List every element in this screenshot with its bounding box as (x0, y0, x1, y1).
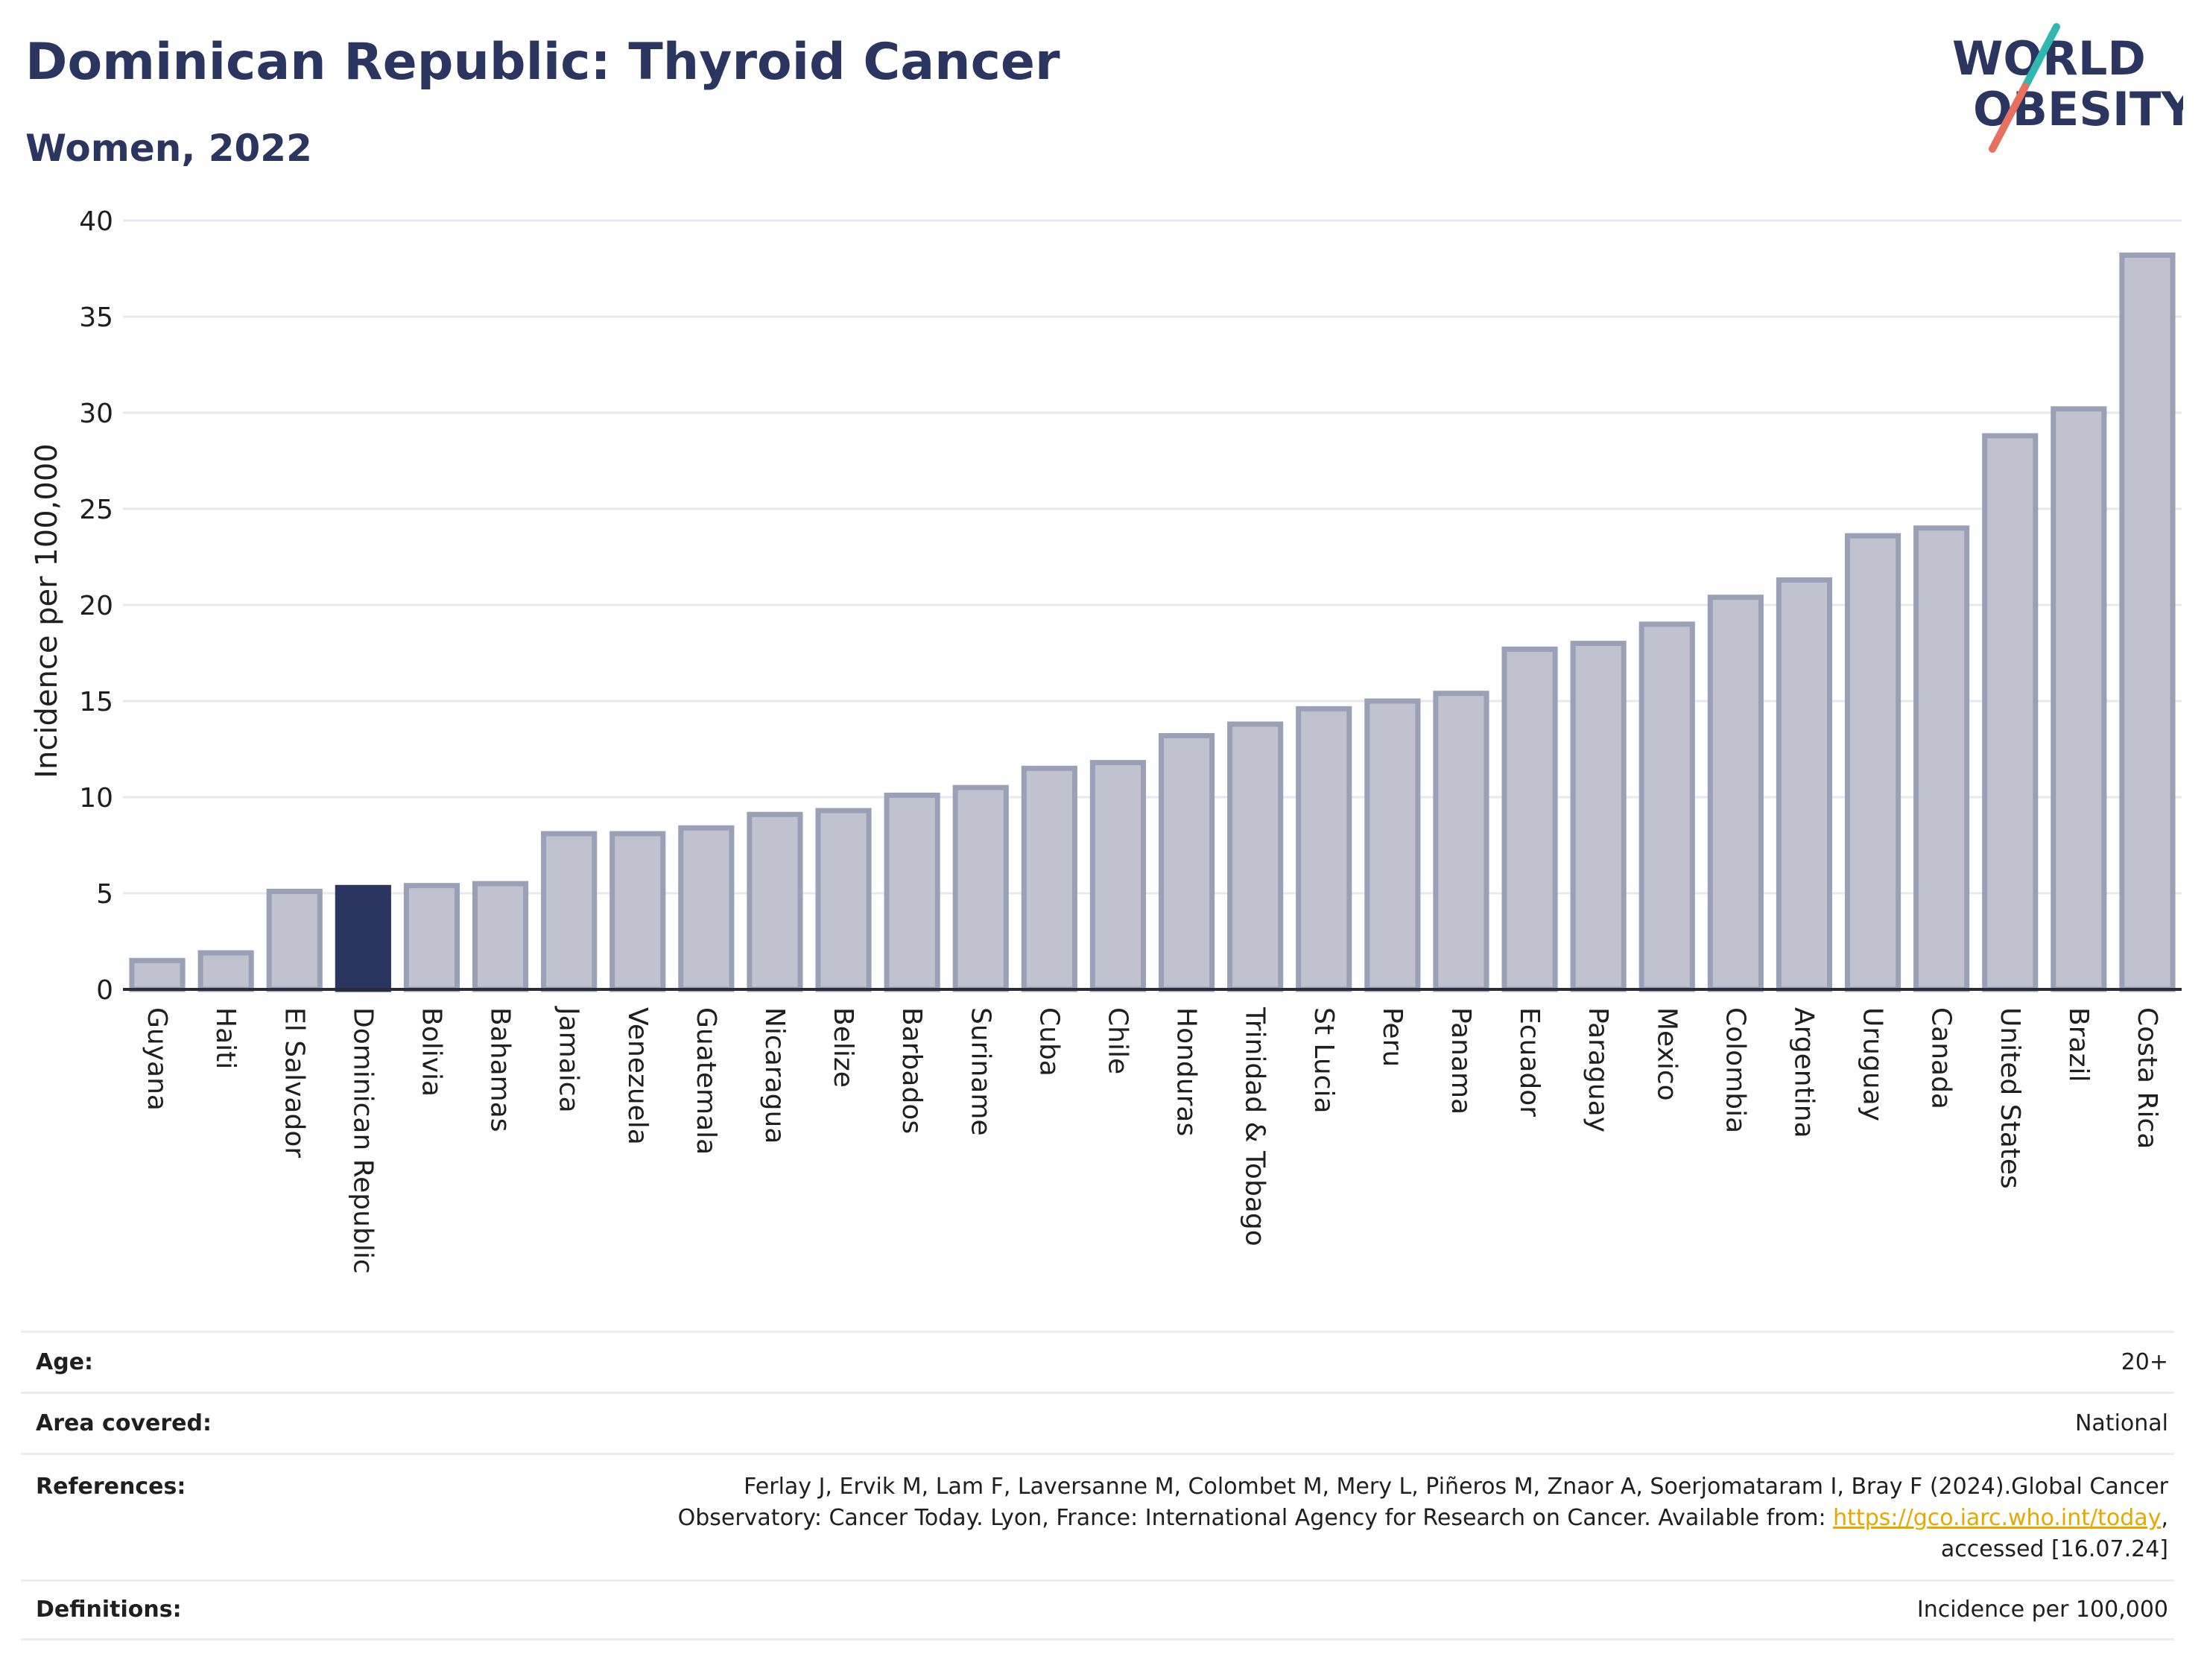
bar-suriname (952, 784, 1009, 992)
x-tick-label: Belize (828, 1007, 858, 1088)
logo-text-obesity: OBESITY (1973, 82, 2183, 136)
meta-area-label: Area covered: (36, 1410, 212, 1436)
meta-area-value: National (2074, 1410, 2168, 1436)
bar-chile (1089, 760, 1147, 992)
y-tick-label: 25 (79, 495, 113, 525)
x-tick-label: Venezuela (622, 1007, 653, 1145)
chart-title: Dominican Republic: Thyroid Cancer (25, 33, 1060, 92)
meta-age-value: 20+ (2121, 1348, 2168, 1375)
bar-trinidad-tobago (1227, 721, 1284, 992)
bar-dominican-republic (335, 884, 391, 992)
x-tick-label: Dominican Republic (347, 1007, 378, 1274)
x-tick-label: Peru (1377, 1007, 1407, 1067)
bar-uruguay (1844, 533, 1901, 992)
x-tick-label: Suriname (965, 1007, 995, 1136)
x-tick-label: Bolivia (416, 1007, 446, 1097)
grid-lines (123, 219, 2182, 895)
bars (129, 252, 2176, 992)
reference-line-2-prefix: Observatory: Cancer Today. Lyon, France:… (677, 1505, 1834, 1531)
y-tick-label: 0 (96, 975, 113, 1006)
x-tick-label: Bahamas (485, 1007, 516, 1132)
bar-brazil (2051, 406, 2107, 992)
y-axis-label: Incidence per 100,000 (30, 443, 64, 779)
bar-guatemala (678, 825, 735, 992)
x-tick-label: Nicaragua (759, 1007, 790, 1144)
bar-united-states (1982, 433, 2039, 992)
x-tick-label: United States (1995, 1007, 2025, 1189)
x-tick-label: Trinidad & Tobago (1240, 1007, 1270, 1246)
bar-paraguay (1570, 641, 1627, 992)
x-tick-label: Uruguay (1858, 1007, 1888, 1121)
y-tick-label: 20 (79, 591, 113, 621)
x-tick-label: Haiti (210, 1007, 241, 1069)
meta-age-label: Age: (36, 1348, 94, 1375)
reference-link[interactable]: https://gco.iarc.who.int/today (1833, 1505, 2162, 1531)
bar-peru (1364, 698, 1421, 992)
y-tick-label: 40 (79, 206, 113, 237)
bar-barbados (884, 792, 940, 992)
bar-argentina (1776, 577, 1833, 992)
bar-honduras (1158, 732, 1215, 992)
x-tick-label: Argentina (1788, 1007, 1819, 1138)
bar-canada (1913, 525, 1970, 992)
bar-belize (815, 808, 872, 992)
axes: 0 5 10 15 20 25 30 35 40 Guyana Haiti El Salvador Do… (79, 206, 2182, 1274)
x-tick-label: Jamaica (554, 1006, 584, 1113)
x-tick-label: Honduras (1171, 1007, 1202, 1136)
x-tick-label: Brazil (2063, 1007, 2094, 1082)
bar-bolivia (403, 883, 460, 992)
world-obesity-logo: WORLD OBESITY (1952, 23, 2183, 153)
bar-colombia (1707, 595, 1764, 992)
x-tick-label: Costa Rica (2132, 1007, 2162, 1149)
bar-chart: 0 5 10 15 20 25 30 35 40 Guyana Haiti El Salvador Do… (30, 206, 2182, 1274)
x-tick-label: Guatemala (691, 1007, 721, 1155)
x-tick-label: Barbados (896, 1007, 927, 1134)
meta-references-label: References: (36, 1474, 186, 1500)
bar-mexico (1638, 621, 1695, 992)
bar-cuba (1021, 765, 1077, 992)
x-tick-label: Colombia (1720, 1007, 1750, 1133)
meta-definitions-label: Definitions: (36, 1597, 182, 1623)
x-tick-label: El Salvador (279, 1007, 309, 1158)
bar-el-salvador (266, 888, 323, 992)
meta-definitions-value: Incidence per 100,000 (1916, 1597, 2168, 1623)
metadata-table: Age: 20+ Area covered: National Referenc… (21, 1331, 2174, 1641)
bar-nicaragua (747, 811, 803, 992)
meta-references-value: Ferlay J, Ervik M, Lam F, Laversanne M, … (678, 1471, 2174, 1579)
logo-slash-coral (1989, 83, 2029, 153)
bar-bahamas (472, 881, 529, 992)
bar-costa-rica (2119, 252, 2176, 992)
reference-line-1: Ferlay J, Ervik M, Lam F, Laversanne M, … (744, 1474, 2168, 1500)
chart-subtitle: Women, 2022 (25, 127, 312, 170)
bar-venezuela (609, 831, 666, 992)
bar-guyana (129, 957, 186, 992)
y-tick-label: 30 (79, 399, 113, 429)
bar-panama (1433, 691, 1489, 992)
reference-line-2-suffix: , (2161, 1505, 2168, 1531)
meta-row-area: Area covered: National (21, 1392, 2174, 1453)
bar-jamaica (541, 831, 598, 992)
logo-slash-teal (2021, 23, 2060, 90)
x-tick-label: Panama (1445, 1007, 1476, 1115)
x-tick-label: Ecuador (1514, 1007, 1545, 1117)
meta-row-age: Age: 20+ (21, 1331, 2174, 1392)
x-tick-label: Canada (1926, 1007, 1957, 1109)
reference-line-3: accessed [16.07.24] (1940, 1536, 2168, 1562)
meta-row-definitions: Definitions: Incidence per 100,000 (21, 1579, 2174, 1641)
x-tick-label: Guyana (142, 1007, 172, 1111)
bar-st-lucia (1296, 706, 1352, 992)
meta-row-references: References: Ferlay J, Ervik M, Lam F, La… (21, 1453, 2174, 1579)
y-tick-label: 15 (79, 687, 113, 717)
y-tick-label: 35 (79, 302, 113, 333)
x-tick-label: Chile (1102, 1007, 1133, 1074)
bar-haiti (197, 950, 254, 992)
y-tick-label: 5 (96, 879, 113, 910)
x-tick-label: Paraguay (1583, 1007, 1613, 1132)
x-tick-label: Mexico (1651, 1007, 1682, 1101)
x-tick-label: St Lucia (1308, 1007, 1339, 1114)
bar-ecuador (1501, 646, 1558, 992)
x-tick-label: Cuba (1033, 1007, 1064, 1077)
y-tick-label: 10 (79, 783, 113, 814)
